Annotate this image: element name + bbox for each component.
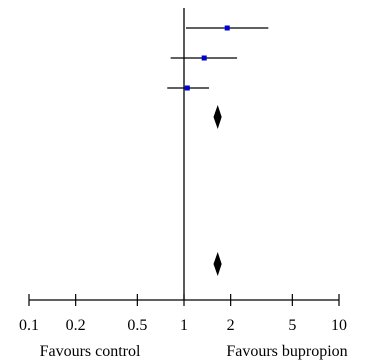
study-point <box>201 55 207 61</box>
x-tick-label: 10 <box>331 317 347 334</box>
x-tick-label: 0.5 <box>127 317 147 334</box>
favours-control-label: Favours control <box>40 343 141 360</box>
pooled-diamond <box>213 105 222 129</box>
study-point <box>224 25 230 31</box>
pooled-layer <box>213 105 222 276</box>
study-layer <box>167 25 269 91</box>
favours-bupropion-label: Favours bupropion <box>226 343 347 360</box>
x-tick-label: 5 <box>288 317 296 334</box>
pooled-diamond <box>213 252 222 276</box>
x-tick-label: 2 <box>227 317 235 334</box>
x-tick-label: 0.1 <box>19 317 39 334</box>
x-axis: 0.1 0.2 0.5 1 2 5 10 <box>19 294 347 334</box>
x-tick-label: 1 <box>180 317 188 334</box>
x-tick-label: 0.2 <box>66 317 86 334</box>
study-point <box>184 85 190 91</box>
